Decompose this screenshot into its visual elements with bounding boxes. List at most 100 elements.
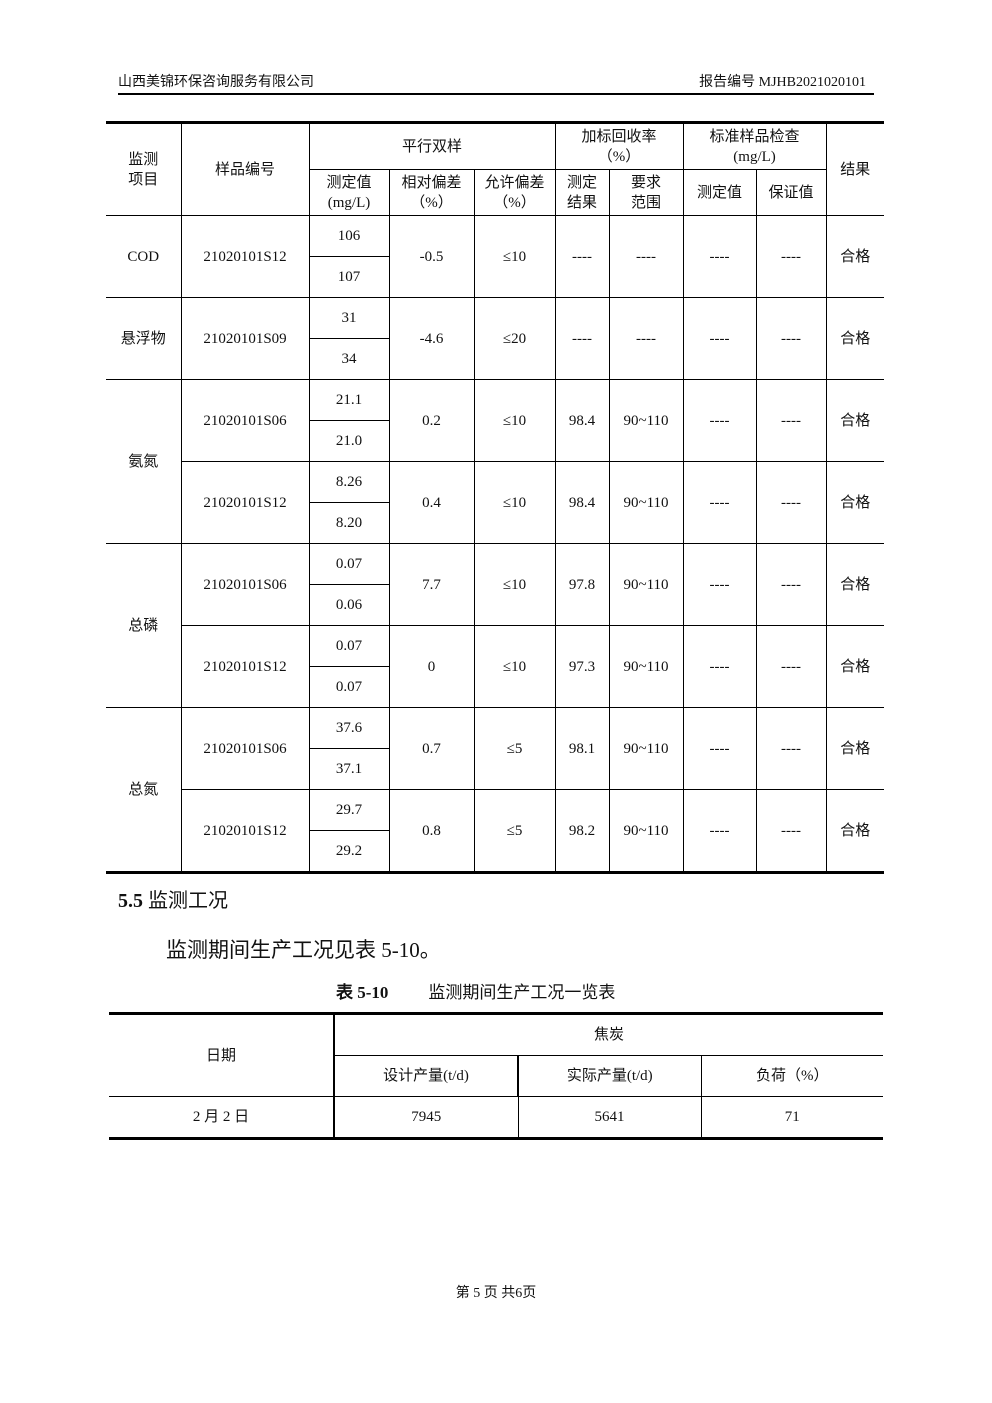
- std-guarantee: ----: [755, 215, 827, 298]
- relative-deviation: 0.2: [388, 379, 475, 462]
- result: 合格: [825, 379, 885, 462]
- std-guarantee: ----: [755, 297, 827, 380]
- company-name: 山西美锦环保咨询服务有限公司: [118, 75, 314, 90]
- measured-value: 21.0: [309, 420, 389, 462]
- header-measured: 测定值(mg/L): [309, 169, 390, 216]
- std-measured: ----: [682, 789, 757, 873]
- table-row: 总磷 21020101S06 0.07 7.7 ≤10 97.8 90~110 ---- ---…: [106, 543, 885, 708]
- header-parallel: 平行双样: [308, 122, 556, 170]
- cell-actual: 5641: [517, 1096, 702, 1139]
- measured-value: 29.7: [308, 789, 390, 831]
- spike-result: 98.1: [554, 707, 610, 790]
- table-row: 0.07: [106, 666, 884, 708]
- cell-date: 2 月 2 日: [109, 1096, 335, 1139]
- allowed-deviation: ≤10: [473, 215, 556, 298]
- relative-deviation: 0.8: [388, 789, 475, 873]
- cell-design: 7945: [333, 1096, 519, 1139]
- relative-deviation: 7.7: [388, 543, 475, 626]
- header-spike-result: 测定结果: [554, 169, 610, 216]
- result: 合格: [825, 789, 885, 873]
- header-divider: [118, 93, 874, 95]
- header-sample-id: 样品编号: [180, 122, 310, 216]
- allowed-deviation: ≤20: [473, 297, 556, 380]
- caption-title: 监测期间生产工况一览表: [428, 983, 616, 1002]
- measured-value: 0.07: [309, 666, 389, 708]
- measured-value: 0.07: [308, 625, 390, 667]
- std-measured: ----: [682, 379, 757, 462]
- spike-range: 90~110: [608, 707, 684, 790]
- table-row: COD 21020101S12 106 -0.5 ≤10 ---- ---- ---- ----…: [106, 215, 885, 298]
- section-heading: 5.5 监测工况: [118, 884, 228, 913]
- std-guarantee: ----: [755, 543, 827, 626]
- table-row: 氨氮 21020101S06 21.1 0.2 ≤10 98.4 90~110 ---- ---…: [106, 379, 885, 544]
- measured-value: 29.2: [309, 830, 389, 873]
- item-name: 总磷: [106, 543, 182, 708]
- header-rel-dev: 相对偏差（%）: [388, 169, 475, 216]
- table-row: 21020101S12 8.26 0.4 ≤10 98.4 90~110 ---- ---- 合…: [106, 461, 885, 544]
- spike-range: 90~110: [608, 379, 684, 462]
- measured-value: 37.1: [309, 748, 389, 790]
- sample-id: 21020101S09: [180, 297, 310, 380]
- section-title: 监测工况: [148, 890, 228, 912]
- result: 合格: [825, 297, 885, 380]
- relative-deviation: -4.6: [388, 297, 475, 380]
- header-spike: 加标回收率（%）: [554, 122, 684, 170]
- relative-deviation: -0.5: [388, 215, 475, 298]
- table-row: 34: [106, 338, 884, 380]
- result: 合格: [825, 707, 885, 790]
- measured-value: 8.26: [308, 461, 390, 503]
- table-row: 21020101S12 0.07 0 ≤10 97.3 90~110 ---- ---- 合格: [106, 625, 885, 708]
- measured-value: 37.6: [308, 707, 390, 749]
- relative-deviation: 0: [388, 625, 475, 708]
- caption-label: 表 5-10: [336, 983, 389, 1002]
- header-std: 标准样品检查(mg/L): [682, 122, 827, 170]
- std-measured: ----: [682, 543, 757, 626]
- header-design: 设计产量(t/d): [334, 1055, 519, 1097]
- result: 合格: [825, 461, 885, 544]
- table-row: 21020101S12 29.7 0.8 ≤5 98.2 90~110 ---- ---- 合格: [106, 789, 885, 873]
- item-name: 总氮: [106, 707, 182, 873]
- header-result: 结果: [825, 122, 885, 216]
- std-guarantee: ----: [755, 461, 827, 544]
- page-number: 第 5 页 共6页: [455, 1286, 537, 1301]
- measured-value: 21.1: [308, 379, 390, 421]
- sample-id: 21020101S06: [180, 543, 310, 626]
- std-measured: ----: [682, 297, 757, 380]
- header-actual: 实际产量(t/d): [517, 1055, 702, 1097]
- allowed-deviation: ≤5: [473, 789, 556, 873]
- allowed-deviation: ≤10: [473, 543, 556, 626]
- spike-result: 98.4: [554, 461, 610, 544]
- result: 合格: [825, 625, 885, 708]
- report-number: 报告编号 MJHB2021020101: [699, 75, 866, 90]
- measured-value: 0.06: [309, 584, 389, 626]
- std-measured: ----: [682, 461, 757, 544]
- header-allow-dev: 允许偏差（%）: [473, 169, 556, 216]
- allowed-deviation: ≤5: [473, 707, 556, 790]
- item-name: 氨氮: [106, 379, 182, 544]
- std-measured: ----: [682, 707, 757, 790]
- qc-table: 监测项目 样品编号 平行双样 加标回收率（%） 标准样品检查(mg/L) 结果 …: [106, 121, 885, 874]
- spike-range: ----: [608, 215, 684, 298]
- spike-result: ----: [554, 215, 610, 298]
- measured-value: 8.20: [309, 502, 389, 544]
- spike-result: ----: [554, 297, 610, 380]
- table-row: 2 月 2 日 7945 5641 71: [109, 1096, 884, 1139]
- sample-id: 21020101S12: [181, 789, 310, 873]
- spike-result: 98.4: [554, 379, 610, 462]
- table-row: 29.2: [106, 830, 884, 873]
- spike-range: 90~110: [608, 461, 684, 544]
- result: 合格: [825, 215, 885, 298]
- spike-range: 90~110: [608, 543, 684, 626]
- header-spike-range: 要求范围: [608, 169, 684, 216]
- item-name: COD: [106, 215, 182, 298]
- relative-deviation: 0.4: [388, 461, 475, 544]
- spike-range: 90~110: [608, 625, 684, 708]
- std-guarantee: ----: [755, 625, 827, 708]
- header-coke: 焦炭: [333, 1013, 884, 1056]
- relative-deviation: 0.7: [388, 707, 475, 790]
- header-std-guarantee: 保证值: [755, 169, 827, 216]
- allowed-deviation: ≤10: [473, 625, 556, 708]
- item-name: 悬浮物: [106, 297, 182, 380]
- sample-id: 21020101S12: [181, 461, 310, 544]
- spike-range: ----: [608, 297, 684, 380]
